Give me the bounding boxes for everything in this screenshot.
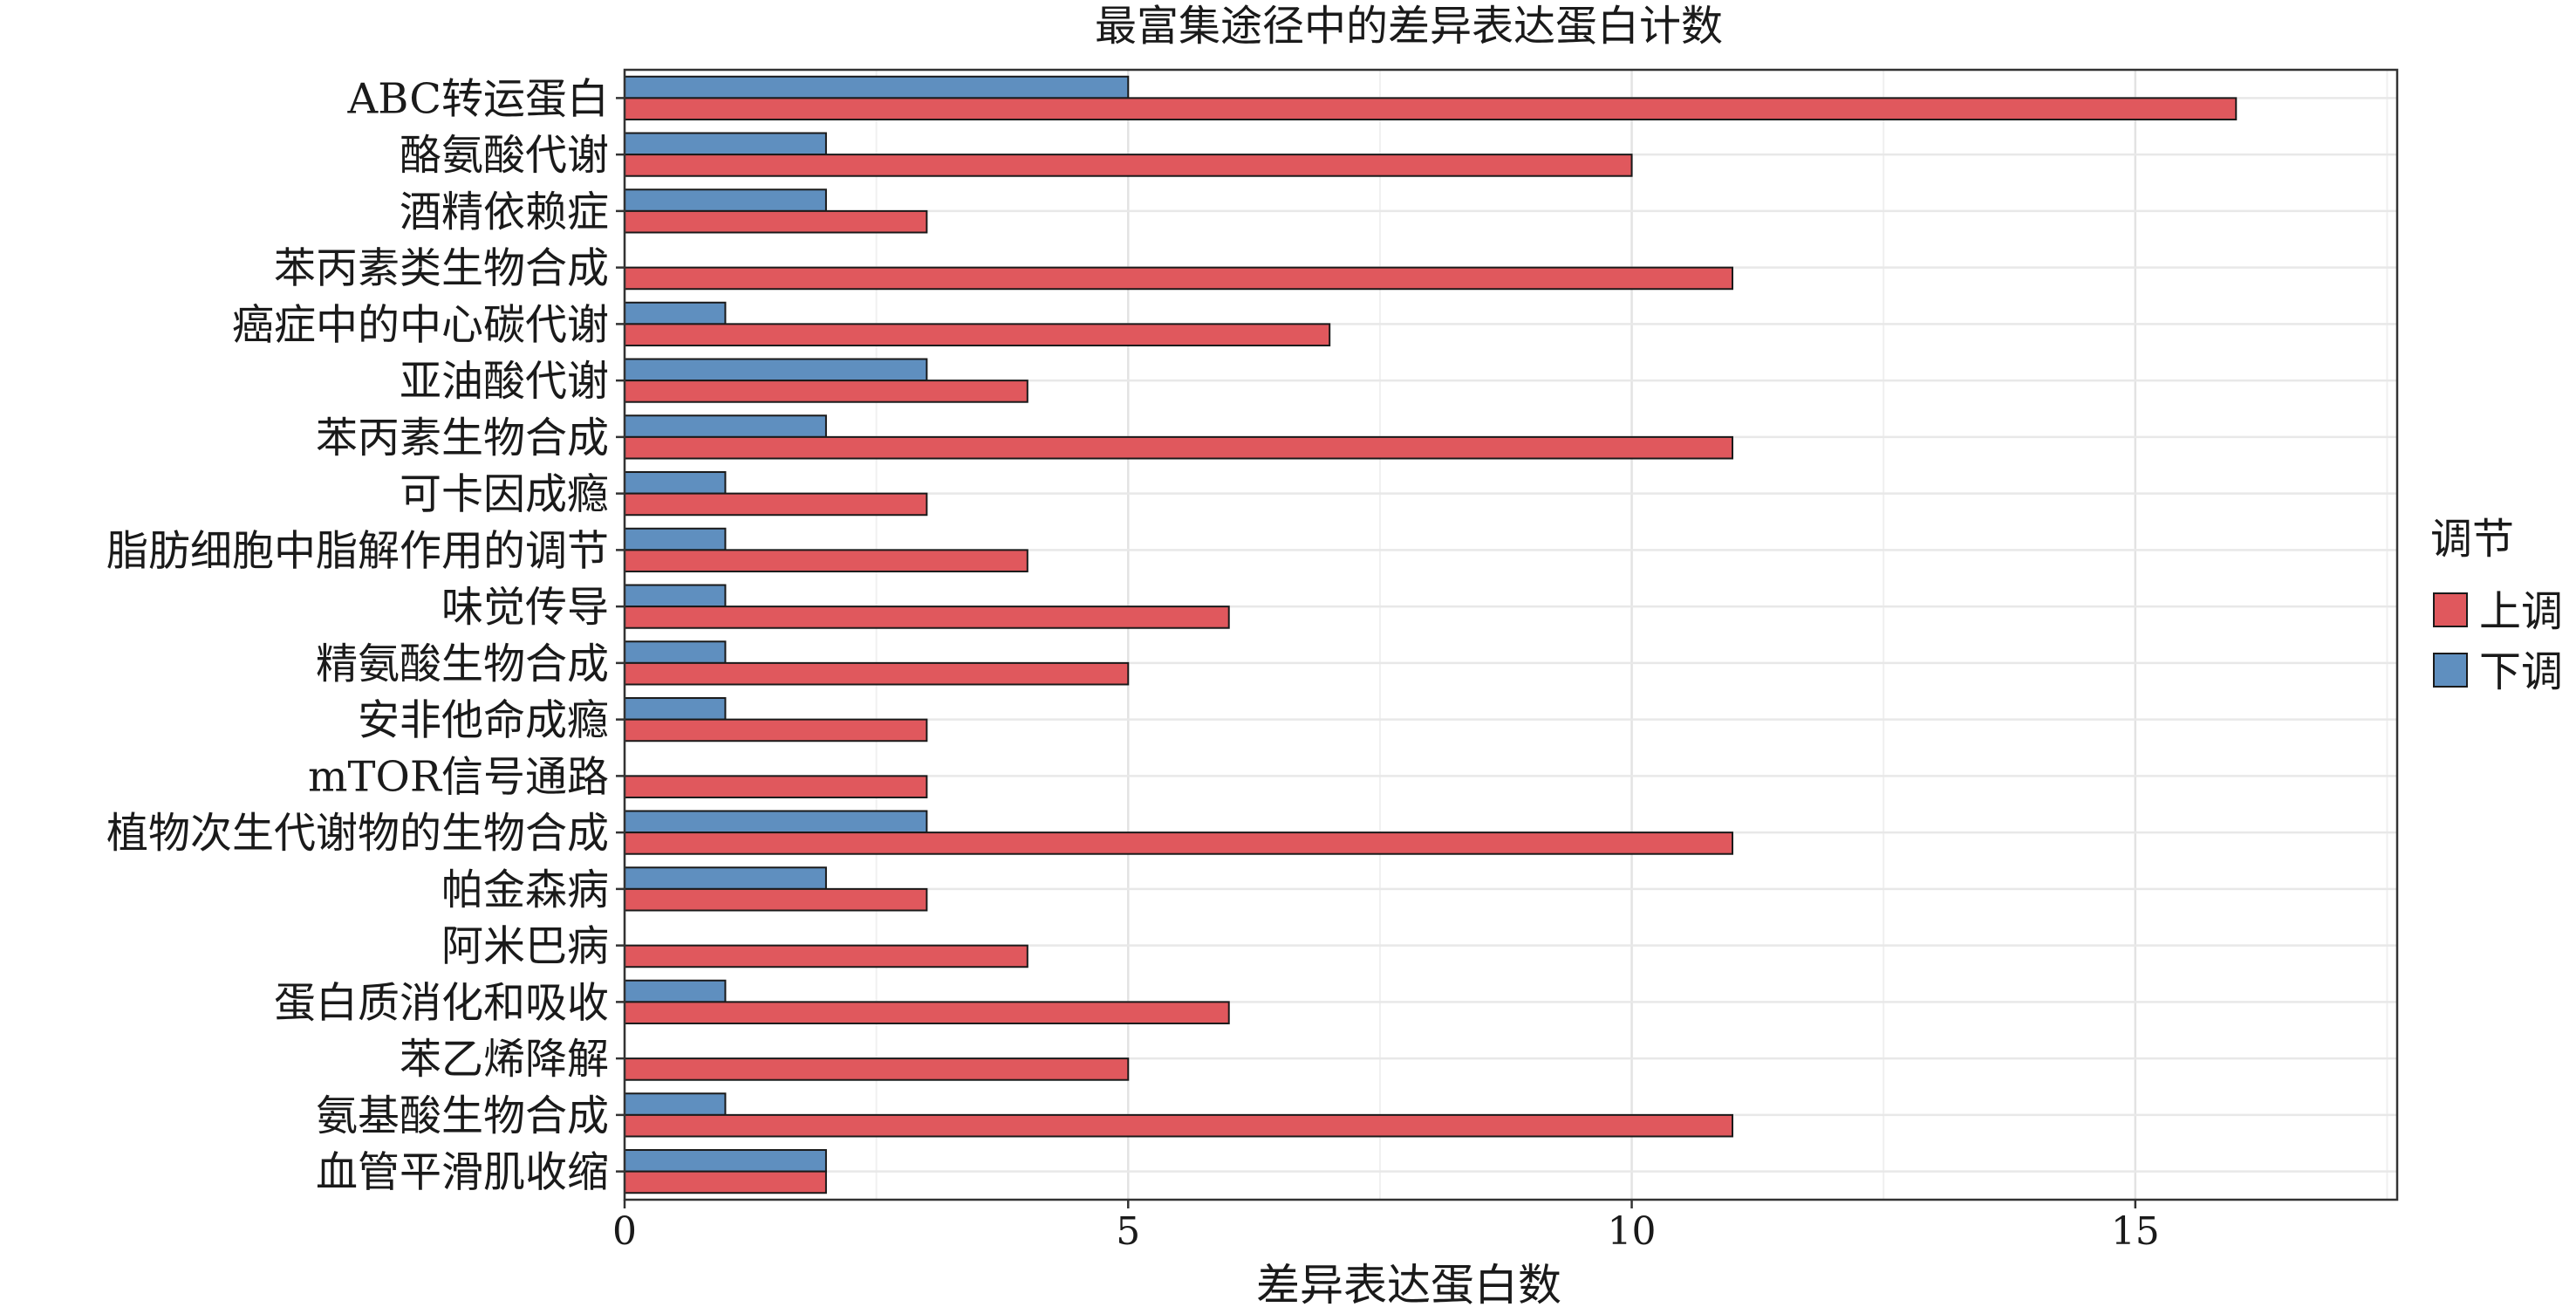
category-label: 氨基酸生物合成	[316, 1092, 609, 1140]
bar-up	[624, 549, 1028, 572]
bar-up	[624, 606, 1230, 629]
bar-up	[624, 944, 1028, 968]
bar-down	[624, 527, 727, 551]
legend-swatch-up	[2433, 592, 2468, 627]
legend-label-up: 上调	[2479, 587, 2563, 636]
bar-up	[624, 1170, 827, 1194]
legend-label-down: 下调	[2479, 647, 2563, 696]
x-tick-label: 5	[1116, 1209, 1140, 1254]
bar-up	[624, 661, 1130, 686]
category-label: 阿米巴病	[441, 922, 609, 971]
bar-up	[624, 492, 928, 517]
bar-down	[624, 301, 727, 325]
category-label: 苯丙素类生物合成	[274, 244, 609, 293]
bar-up	[624, 380, 1028, 403]
bar-down	[624, 640, 727, 664]
category-label: 血管平滑肌收缩	[316, 1148, 609, 1197]
bar-up	[624, 266, 1733, 291]
category-label: 植物次生代谢物的生物合成	[106, 809, 609, 858]
bars	[624, 75, 2238, 1194]
bar-up	[624, 718, 928, 743]
grid	[623, 70, 2397, 1200]
bar-down	[624, 866, 827, 890]
category-label: 酪氨酸代谢	[400, 131, 609, 180]
bar-up	[624, 1057, 1130, 1081]
x-axis-ticks: 0 5 10 15	[612, 1200, 2160, 1254]
bar-down	[624, 188, 827, 212]
bar-up	[624, 435, 1733, 460]
category-label: 苯丙素生物合成	[316, 414, 609, 462]
bar-down	[624, 1149, 827, 1173]
category-label: 亚油酸代谢	[400, 357, 609, 406]
legend-title: 调节	[2430, 515, 2514, 564]
bar-down	[624, 1092, 727, 1116]
category-label: 味觉传导	[441, 583, 609, 632]
category-labels: ABC转运蛋白酪氨酸代谢酒精依赖症苯丙素类生物合成癌症中的中心碳代谢亚油酸代谢苯…	[106, 74, 625, 1197]
bar-down	[624, 358, 928, 382]
bar-down	[624, 414, 827, 438]
x-tick-label: 15	[2111, 1209, 2160, 1254]
bar-down	[624, 75, 1130, 99]
bar-down	[624, 584, 727, 608]
bar-up	[624, 154, 1633, 177]
plot-panel-border	[623, 68, 2399, 1201]
bar-up	[624, 775, 928, 798]
bar-down	[624, 471, 727, 495]
bar-up	[624, 832, 1733, 855]
legend-swatch-down	[2433, 653, 2468, 688]
x-tick-label: 10	[1608, 1209, 1657, 1254]
category-label: 可卡因成瘾	[400, 470, 609, 519]
bar-down	[624, 132, 827, 156]
category-label: 帕金森病	[441, 866, 609, 914]
bar-up	[624, 1113, 1733, 1138]
category-label: 精氨酸生物合成	[316, 640, 609, 688]
legend: 调节 上调 下调	[2430, 515, 2563, 696]
bar-up	[624, 97, 2238, 120]
chart-title: 最富集途径中的差异表达蛋白计数	[1095, 2, 1723, 51]
category-label: 蛋白质消化和吸收	[274, 978, 609, 1027]
category-label: 脂肪细胞中脂解作用的调节	[106, 526, 609, 575]
category-label: 酒精依赖症	[400, 188, 609, 236]
category-label: 苯乙烯降解	[400, 1035, 609, 1084]
bar-down	[624, 697, 727, 721]
category-label: 癌症中的中心碳代谢	[232, 300, 609, 349]
category-label: 安非他命成瘾	[358, 696, 609, 745]
bar-up	[624, 209, 928, 234]
bar-down	[624, 810, 928, 834]
bar-up	[624, 887, 928, 912]
bar-up	[624, 323, 1331, 346]
bar-up	[624, 1001, 1230, 1024]
category-label: mTOR信号通路	[308, 752, 609, 801]
x-tick-label: 0	[612, 1209, 637, 1254]
x-axis-label: 差异表达蛋白数	[1256, 1260, 1561, 1311]
bar-down	[624, 979, 727, 1003]
category-label: ABC转运蛋白	[346, 74, 609, 123]
